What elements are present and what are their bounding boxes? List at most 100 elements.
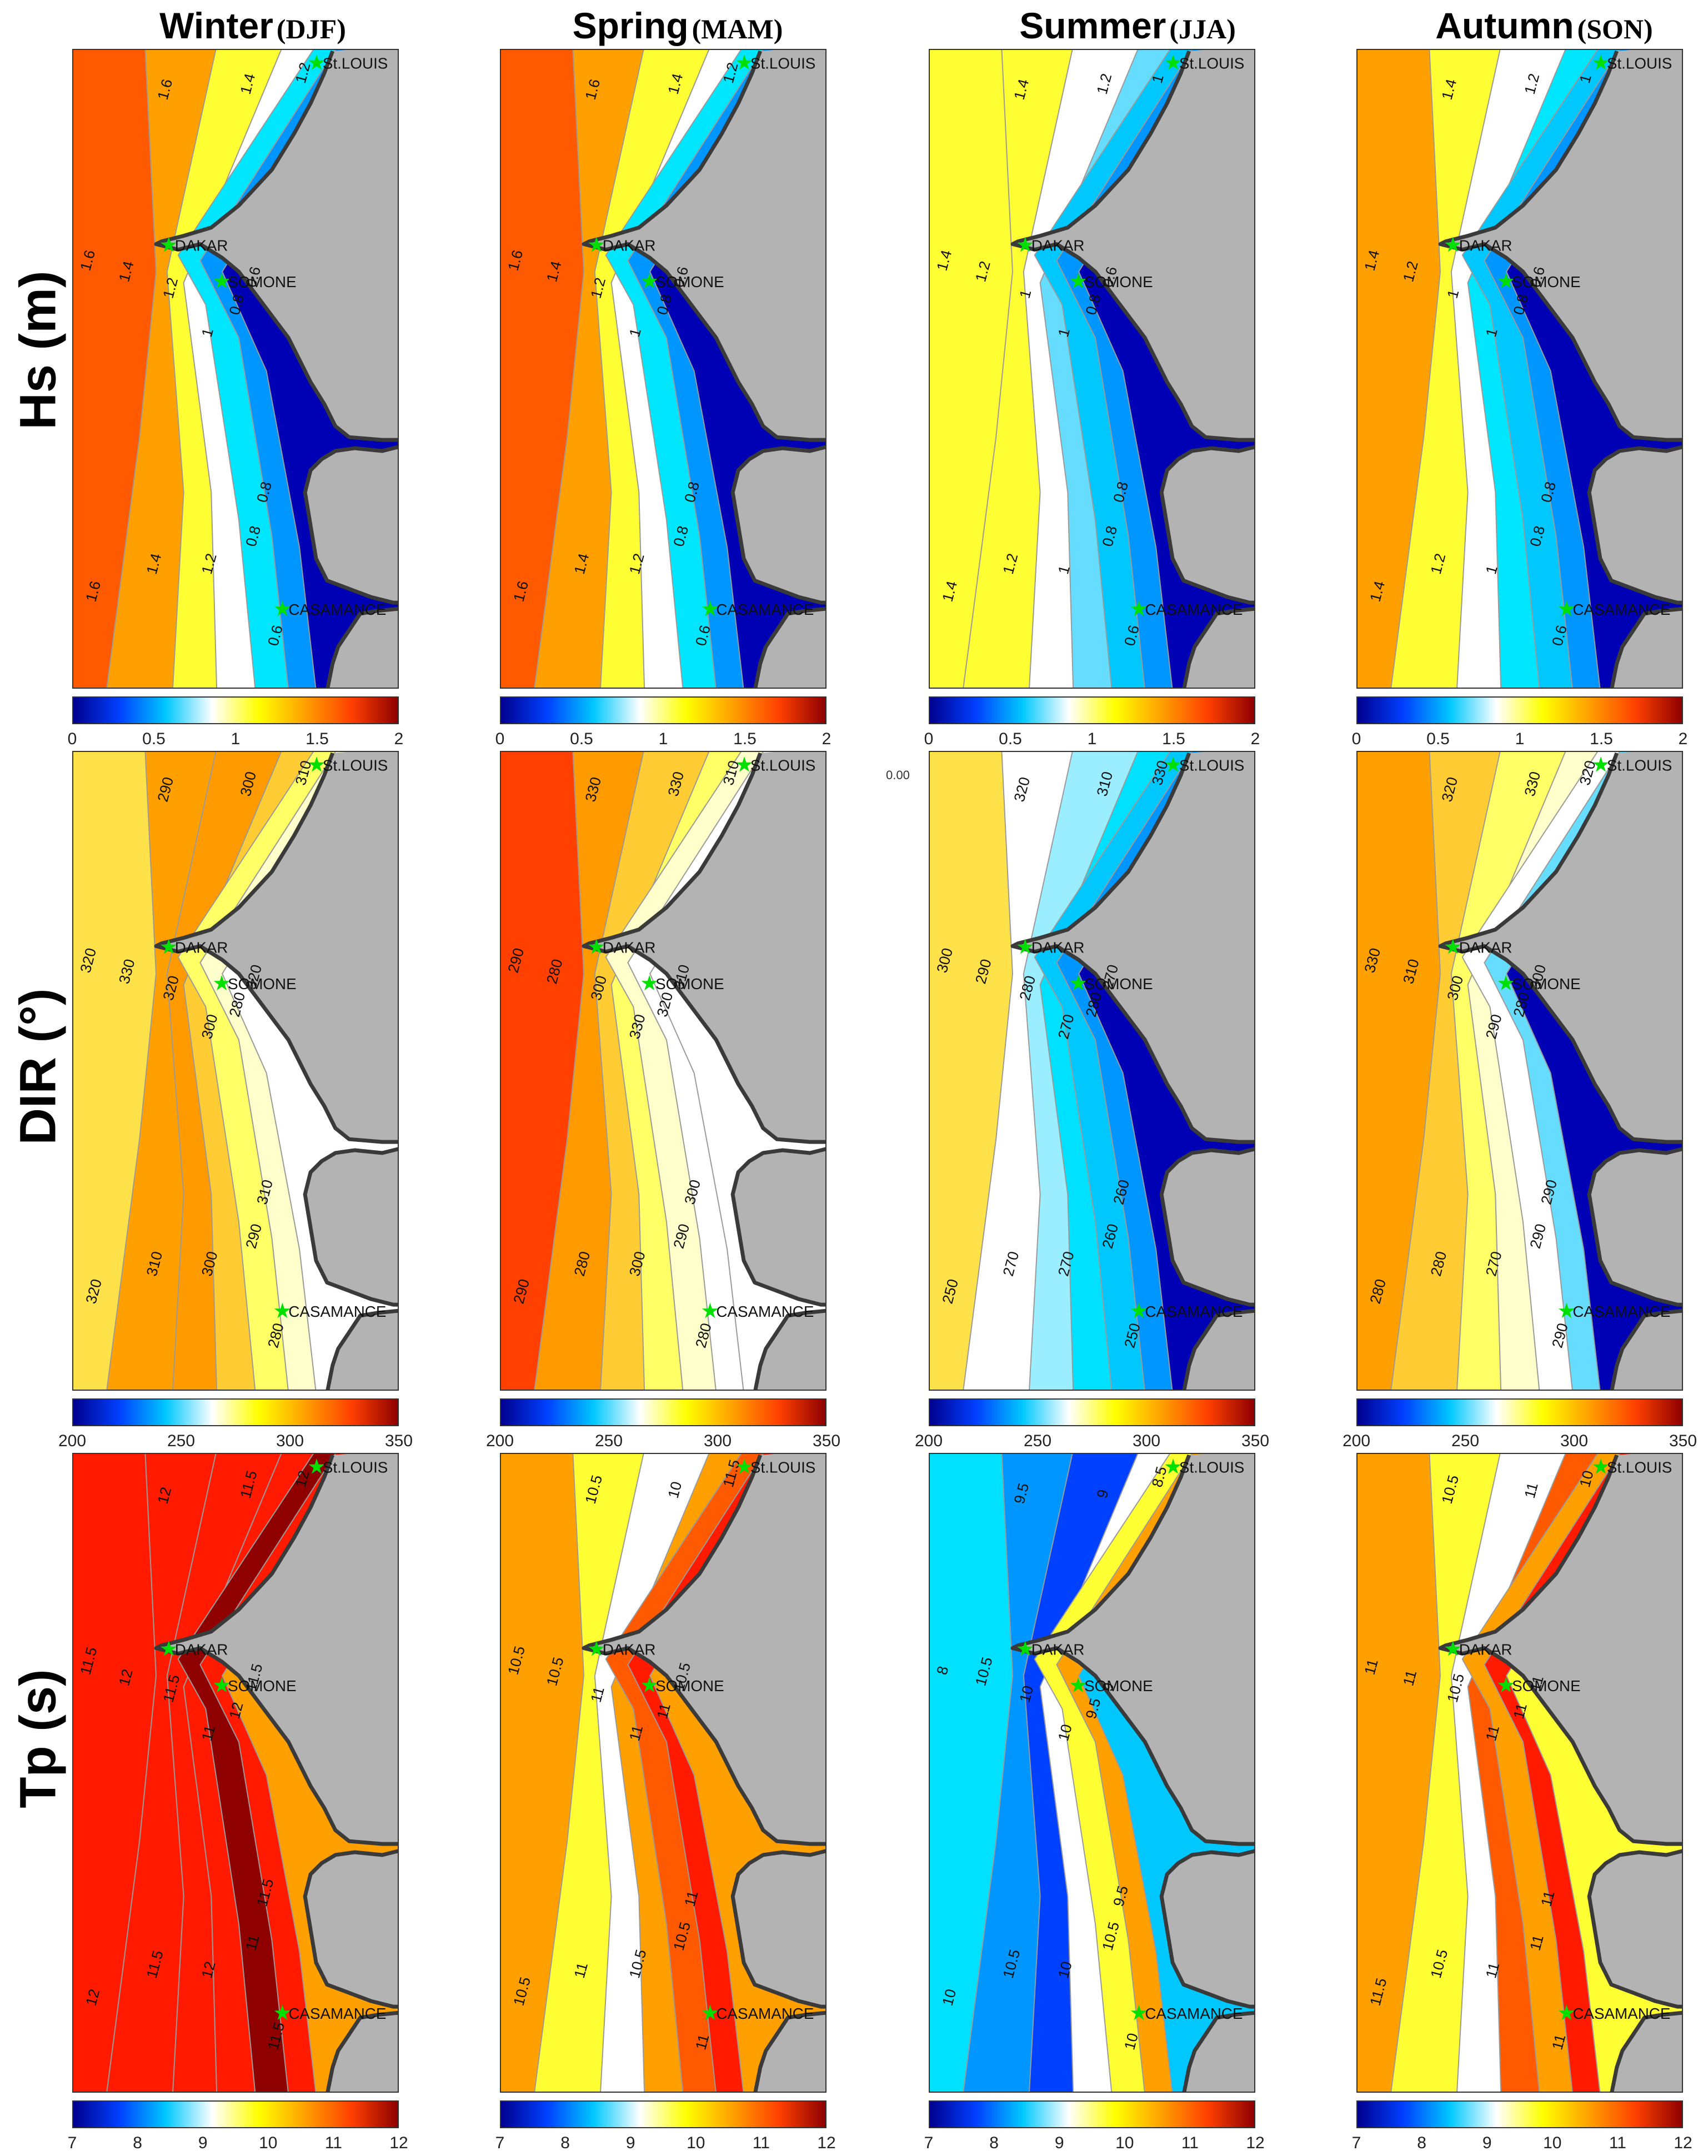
column-title-summer: Summer (JJA) — [916, 4, 1339, 54]
colorbar-tick-label: 200 — [914, 1432, 943, 1450]
place-label: SOMONE — [655, 273, 724, 290]
star-icon: ★ — [735, 753, 754, 777]
place-marker-somone: ★SOMONE — [1496, 269, 1580, 293]
place-label: DAKAR — [175, 237, 228, 254]
coastline — [1010, 50, 1254, 688]
star-icon: ★ — [640, 269, 659, 293]
place-marker-dakar: ★DAKAR — [159, 1636, 228, 1661]
colorbar-tick-label: 1.5 — [1162, 730, 1185, 748]
place-marker-st-louis: ★St.LOUIS — [1591, 753, 1672, 777]
place-marker-somone: ★SOMONE — [212, 1673, 296, 1697]
row-label-hs: Hs (m) — [8, 228, 69, 472]
place-marker-casamance: ★CASAMANCE — [701, 2000, 814, 2025]
row-label-dir: DIR (°) — [8, 944, 69, 1189]
colorbar — [929, 2100, 1255, 2128]
colorbar-tick-label: 1.5 — [733, 730, 757, 748]
coastline — [154, 1454, 398, 2092]
place-marker-somone: ★SOMONE — [1496, 971, 1580, 995]
colorbar — [1356, 2100, 1683, 2128]
star-icon: ★ — [1444, 934, 1462, 959]
map-panel-hs-winter: 1.6 1.4 1.2 1.6 1.4 1.2 1 0.8 0.6 0.8 1.6 1.4 1.2 0.8… — [72, 49, 399, 689]
column-title-spring: Spring (MAM) — [467, 4, 889, 54]
place-label: St.LOUIS — [1607, 1459, 1672, 1476]
season-name: Summer — [1019, 5, 1166, 46]
place-label: SOMONE — [1084, 1677, 1153, 1694]
place-marker-casamance: ★CASAMANCE — [1557, 2000, 1671, 2025]
land-mass — [583, 1454, 825, 2092]
place-marker-somone: ★SOMONE — [1496, 1673, 1580, 1697]
colorbar-ticks: 7 8 9 10 11 12 — [68, 2134, 408, 2156]
colorbar — [72, 1398, 399, 1426]
colorbar — [500, 2100, 827, 2128]
colorbar-ticks: 0 0.5 1 1.5 2 — [495, 730, 832, 752]
map-panel-dir-summer: 320 310 330 300 290 280 270 280 270 260 250 270 270 2… — [929, 751, 1255, 1391]
place-label: DAKAR — [603, 1641, 656, 1658]
colorbar-tick-label: 1 — [1087, 730, 1097, 748]
place-label: CASAMANCE — [1572, 1303, 1670, 1320]
season-months: (MAM) — [692, 13, 783, 44]
place-marker-somone: ★SOMONE — [640, 1673, 724, 1697]
colorbar-tick-label: 250 — [167, 1432, 196, 1450]
place-label: SOMONE — [1084, 975, 1153, 992]
star-icon: ★ — [1130, 2000, 1149, 2025]
star-icon: ★ — [307, 51, 326, 75]
land-mass — [1440, 752, 1682, 1390]
star-icon: ★ — [1016, 232, 1035, 257]
row-label-text: Hs (m) — [9, 270, 67, 430]
colorbar — [72, 696, 399, 724]
contour-map: 1.6 1.4 1.21.6 1.41.210.80.60.81.61.4 1.20.8… — [501, 50, 825, 688]
place-label: SOMONE — [1512, 273, 1581, 290]
place-label: SOMONE — [228, 975, 297, 992]
star-icon: ★ — [640, 971, 659, 995]
star-icon: ★ — [1164, 1455, 1183, 1479]
colorbar-tick-label: 12 — [389, 2134, 408, 2152]
map-panel-dir-winter: 290 300 310 320 330 320 300 280 320 310 320 310 300 2… — [72, 751, 399, 1391]
place-marker-somone: ★SOMONE — [1069, 269, 1153, 293]
star-icon: ★ — [640, 1673, 659, 1697]
colorbar-tick-label: 10 — [259, 2134, 278, 2152]
place-label: DAKAR — [1031, 1641, 1085, 1658]
map-panel-tp-spring: 10.5 10 11.5 10.5 10.5 11 11 11 10.5 11 10.5 11 10.5… — [500, 1453, 827, 2093]
season-months: (DJF) — [276, 13, 346, 44]
place-marker-dakar: ★DAKAR — [159, 934, 228, 959]
place-marker-st-louis: ★St.LOUIS — [1591, 1455, 1672, 1479]
place-marker-dakar: ★DAKAR — [1016, 232, 1085, 257]
place-marker-dakar: ★DAKAR — [587, 232, 656, 257]
colorbar-tick-label: 11 — [1181, 2134, 1199, 2152]
colorbar-tick-label: 250 — [1451, 1432, 1480, 1450]
land-mass — [156, 50, 398, 688]
map-panel-dir-spring: 330 330 310 290 280 300 330 320 310 300 290 280 300 2… — [500, 751, 827, 1391]
colorbar-tick-label: 9 — [1482, 2134, 1492, 2152]
star-icon: ★ — [1130, 596, 1149, 621]
colorbar-tick-label: 350 — [812, 1432, 841, 1450]
season-months: (JJA) — [1169, 13, 1236, 44]
land-mass — [156, 1454, 398, 2092]
colorbar-tick-label: 250 — [594, 1432, 623, 1450]
colorbar-tick-label: 350 — [1669, 1432, 1697, 1450]
colorbar — [929, 696, 1255, 724]
land-mass — [1012, 752, 1254, 1390]
place-marker-casamance: ★CASAMANCE — [273, 596, 387, 621]
land-mass — [583, 50, 825, 688]
place-label: DAKAR — [1459, 1641, 1512, 1658]
place-marker-st-louis: ★St.LOUIS — [1164, 753, 1244, 777]
place-marker-casamance: ★CASAMANCE — [273, 2000, 387, 2025]
star-icon: ★ — [587, 232, 606, 257]
place-marker-casamance: ★CASAMANCE — [1130, 2000, 1243, 2025]
coastline — [1010, 1454, 1254, 2092]
place-label: SOMONE — [655, 975, 724, 992]
place-label: St.LOUIS — [323, 1459, 388, 1476]
colorbar-tick-label: 9 — [625, 2134, 635, 2152]
place-label: SOMONE — [228, 1677, 297, 1694]
column-title-winter: Winter (DJF) — [42, 4, 464, 54]
colorbar-tick-label: 11 — [324, 2134, 342, 2152]
star-icon: ★ — [1164, 753, 1183, 777]
star-icon: ★ — [273, 2000, 292, 2025]
colorbar-tick-label: 1 — [658, 730, 668, 748]
colorbar-ticks: 200 250 300 350 — [486, 1432, 840, 1454]
